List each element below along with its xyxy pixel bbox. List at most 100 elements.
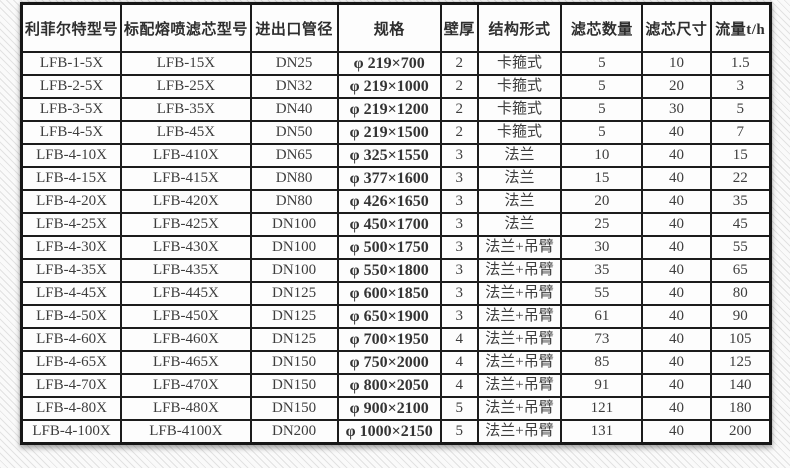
cell-pipe-diameter: DN125 xyxy=(249,281,339,306)
cell-spec: φ 700×1950 xyxy=(336,327,442,352)
cell-wall-thickness: 3 xyxy=(439,143,479,168)
cell-wall-thickness: 4 xyxy=(439,350,479,375)
header-wall-thickness: 壁厚 xyxy=(439,2,479,53)
cell-structure-type: 法兰+吊臂 xyxy=(476,396,563,421)
header-row: 利菲尔特型号 标配熔喷滤芯型号 进出口管径 规格 壁厚 结构形式 滤芯数量 滤芯… xyxy=(20,2,772,53)
cell-cartridge-size: 40 xyxy=(641,350,712,375)
cell-lifilter-model: LFB-4-30X xyxy=(20,235,123,260)
cell-pipe-diameter: DN100 xyxy=(249,235,339,260)
cell-spec: φ 219×1000 xyxy=(336,74,442,99)
cell-cartridge-quantity: 5 xyxy=(560,51,644,76)
cell-cartridge-model: LFB-480X xyxy=(120,396,252,421)
table-row: LFB-4-100X LFB-4100X DN200 φ 1000×2150 5… xyxy=(20,419,772,445)
cell-wall-thickness: 2 xyxy=(439,74,479,99)
filter-spec-table: 利菲尔特型号 标配熔喷滤芯型号 进出口管径 规格 壁厚 结构形式 滤芯数量 滤芯… xyxy=(20,2,772,445)
cell-lifilter-model: LFB-4-45X xyxy=(20,281,123,306)
cell-cartridge-size: 40 xyxy=(641,120,712,145)
table-row: LFB-1-5X LFB-15X DN25 φ 219×700 2 卡箍式 5 … xyxy=(20,51,772,76)
cell-wall-thickness: 3 xyxy=(439,235,479,260)
cell-cartridge-model: LFB-415X xyxy=(120,166,252,191)
table-row: LFB-4-80X LFB-480X DN150 φ 900×2100 5 法兰… xyxy=(20,396,772,421)
cell-structure-type: 法兰 xyxy=(476,166,563,191)
cell-cartridge-size: 40 xyxy=(641,235,712,260)
cell-pipe-diameter: DN150 xyxy=(249,396,339,421)
cell-wall-thickness: 4 xyxy=(439,327,479,352)
cell-spec: φ 600×1850 xyxy=(336,281,442,306)
cell-pipe-diameter: DN65 xyxy=(249,143,339,168)
cell-spec: φ 800×2050 xyxy=(336,373,442,398)
cell-wall-thickness: 2 xyxy=(439,120,479,145)
table-row: LFB-4-25X LFB-425X DN100 φ 450×1700 3 法兰… xyxy=(20,212,772,237)
cell-lifilter-model: LFB-4-70X xyxy=(20,373,123,398)
cell-flow-rate: 22 xyxy=(709,166,772,191)
cell-spec: φ 500×1750 xyxy=(336,235,442,260)
cell-structure-type: 法兰+吊臂 xyxy=(476,373,563,398)
cell-cartridge-model: LFB-35X xyxy=(120,97,252,122)
cell-cartridge-quantity: 121 xyxy=(560,396,644,421)
cell-cartridge-quantity: 20 xyxy=(560,189,644,214)
cell-structure-type: 法兰+吊臂 xyxy=(476,281,563,306)
cell-lifilter-model: LFB-4-25X xyxy=(20,212,123,237)
cell-pipe-diameter: DN125 xyxy=(249,327,339,352)
cell-cartridge-quantity: 55 xyxy=(560,281,644,306)
cell-lifilter-model: LFB-4-20X xyxy=(20,189,123,214)
cell-pipe-diameter: DN40 xyxy=(249,97,339,122)
cell-flow-rate: 1.5 xyxy=(709,51,772,76)
cell-cartridge-model: LFB-15X xyxy=(120,51,252,76)
table-row: LFB-4-70X LFB-470X DN150 φ 800×2050 4 法兰… xyxy=(20,373,772,398)
cell-wall-thickness: 3 xyxy=(439,281,479,306)
cell-spec: φ 650×1900 xyxy=(336,304,442,329)
cell-pipe-diameter: DN150 xyxy=(249,350,339,375)
cell-cartridge-size: 40 xyxy=(641,327,712,352)
cell-pipe-diameter: DN200 xyxy=(249,419,339,445)
cell-cartridge-size: 20 xyxy=(641,74,712,99)
cell-flow-rate: 5 xyxy=(709,97,772,122)
cell-cartridge-quantity: 10 xyxy=(560,143,644,168)
cell-cartridge-size: 40 xyxy=(641,281,712,306)
header-pipe-diameter: 进出口管径 xyxy=(249,2,339,53)
cell-spec: φ 550×1800 xyxy=(336,258,442,283)
cell-cartridge-quantity: 85 xyxy=(560,350,644,375)
cell-cartridge-quantity: 5 xyxy=(560,120,644,145)
cell-flow-rate: 90 xyxy=(709,304,772,329)
cell-cartridge-model: LFB-465X xyxy=(120,350,252,375)
cell-lifilter-model: LFB-4-60X xyxy=(20,327,123,352)
header-structure-type: 结构形式 xyxy=(476,2,563,53)
cell-cartridge-quantity: 25 xyxy=(560,212,644,237)
cell-wall-thickness: 2 xyxy=(439,97,479,122)
cell-flow-rate: 15 xyxy=(709,143,772,168)
cell-cartridge-size: 40 xyxy=(641,304,712,329)
cell-flow-rate: 200 xyxy=(709,419,772,445)
cell-flow-rate: 180 xyxy=(709,396,772,421)
cell-flow-rate: 35 xyxy=(709,189,772,214)
cell-spec: φ 219×700 xyxy=(336,51,442,76)
cell-spec: φ 377×1600 xyxy=(336,166,442,191)
cell-wall-thickness: 3 xyxy=(439,304,479,329)
cell-cartridge-model: LFB-420X xyxy=(120,189,252,214)
cell-cartridge-model: LFB-445X xyxy=(120,281,252,306)
table-row: LFB-4-30X LFB-430X DN100 φ 500×1750 3 法兰… xyxy=(20,235,772,260)
cell-pipe-diameter: DN125 xyxy=(249,304,339,329)
cell-structure-type: 卡箍式 xyxy=(476,74,563,99)
cell-spec: φ 450×1700 xyxy=(336,212,442,237)
cell-pipe-diameter: DN100 xyxy=(249,212,339,237)
cell-cartridge-size: 40 xyxy=(641,212,712,237)
header-spec: 规格 xyxy=(336,2,442,53)
cell-cartridge-quantity: 35 xyxy=(560,258,644,283)
cell-cartridge-model: LFB-4100X xyxy=(120,419,252,445)
cell-spec: φ 219×1200 xyxy=(336,97,442,122)
cell-flow-rate: 45 xyxy=(709,212,772,237)
cell-lifilter-model: LFB-4-65X xyxy=(20,350,123,375)
cell-lifilter-model: LFB-4-80X xyxy=(20,396,123,421)
table-row: LFB-4-10X LFB-410X DN65 φ 325×1550 3 法兰 … xyxy=(20,143,772,168)
cell-structure-type: 法兰+吊臂 xyxy=(476,258,563,283)
cell-wall-thickness: 4 xyxy=(439,373,479,398)
cell-pipe-diameter: DN80 xyxy=(249,189,339,214)
table-row: LFB-4-5X LFB-45X DN50 φ 219×1500 2 卡箍式 5… xyxy=(20,120,772,145)
cell-structure-type: 法兰+吊臂 xyxy=(476,350,563,375)
cell-lifilter-model: LFB-3-5X xyxy=(20,97,123,122)
cell-cartridge-quantity: 15 xyxy=(560,166,644,191)
cell-cartridge-model: LFB-25X xyxy=(120,74,252,99)
cell-pipe-diameter: DN50 xyxy=(249,120,339,145)
table-row: LFB-4-20X LFB-420X DN80 φ 426×1650 3 法兰 … xyxy=(20,189,772,214)
